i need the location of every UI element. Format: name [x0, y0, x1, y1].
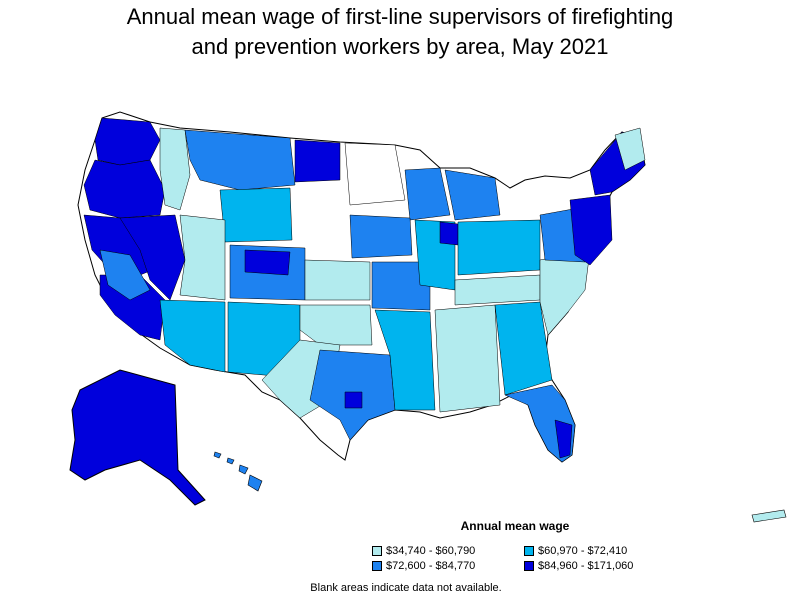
title-line-1: Annual mean wage of first-line superviso…: [126, 4, 674, 29]
blank-areas-note: Blank areas indicate data not available.: [310, 582, 502, 594]
map-title: Annual mean wage of first-line superviso…: [0, 2, 800, 62]
region-maine: [614, 127, 646, 171]
region-chicago: [439, 221, 459, 246]
region-florida: [504, 384, 576, 463]
region-nevada: [119, 214, 186, 301]
legend-item-3: $72,600 - $84,770: [372, 560, 475, 572]
region-wyoming: [219, 187, 293, 243]
legend-swatch-3: [372, 561, 382, 571]
region-alaska: [69, 369, 206, 506]
region-arkansas-louisiana: [374, 309, 436, 411]
region-kansas: [304, 259, 371, 301]
region-hawaii: [213, 451, 263, 492]
region-puerto-rico: [751, 509, 787, 523]
region-florida-south: [554, 419, 573, 459]
legend-label-2: $60,970 - $72,410: [538, 545, 628, 557]
title-line-2: and prevention workers by area, May 2021: [191, 34, 609, 59]
region-north-dakota: [294, 139, 341, 183]
region-oklahoma: [299, 304, 373, 346]
legend-item-1: $34,740 - $60,790: [372, 545, 475, 557]
region-iowa: [349, 214, 413, 259]
legend-label-4: $84,960 - $171,060: [538, 560, 634, 572]
legend-item-2: $60,970 - $72,410: [524, 545, 627, 557]
region-colorado-denver: [244, 249, 291, 276]
legend-label-3: $72,600 - $84,770: [386, 560, 476, 572]
region-washington-west: [94, 117, 161, 166]
region-kentucky: [454, 274, 541, 306]
region-utah: [179, 214, 226, 301]
region-arizona: [159, 299, 226, 373]
region-minnesota-blank: [344, 142, 406, 206]
region-wisconsin: [404, 167, 451, 221]
legend-swatch-4: [524, 561, 534, 571]
legend-label-1: $34,740 - $60,790: [386, 545, 476, 557]
region-carolinas-virginia: [539, 249, 591, 336]
region-michigan: [444, 169, 501, 221]
region-oregon: [83, 159, 166, 219]
legend-swatch-2: [524, 546, 534, 556]
region-missouri: [371, 261, 431, 311]
legend-swatch-1: [372, 546, 382, 556]
region-california-south: [99, 274, 166, 341]
region-houston: [344, 391, 363, 409]
region-georgia: [494, 301, 553, 396]
legend-title: Annual mean wage: [460, 519, 570, 533]
region-california-central: [99, 249, 151, 301]
region-ny-nj-dc: [569, 194, 613, 266]
legend-item-4: $84,960 - $171,060: [524, 560, 633, 572]
region-ohio-indiana: [457, 219, 541, 276]
region-mississippi-alabama: [434, 304, 501, 413]
